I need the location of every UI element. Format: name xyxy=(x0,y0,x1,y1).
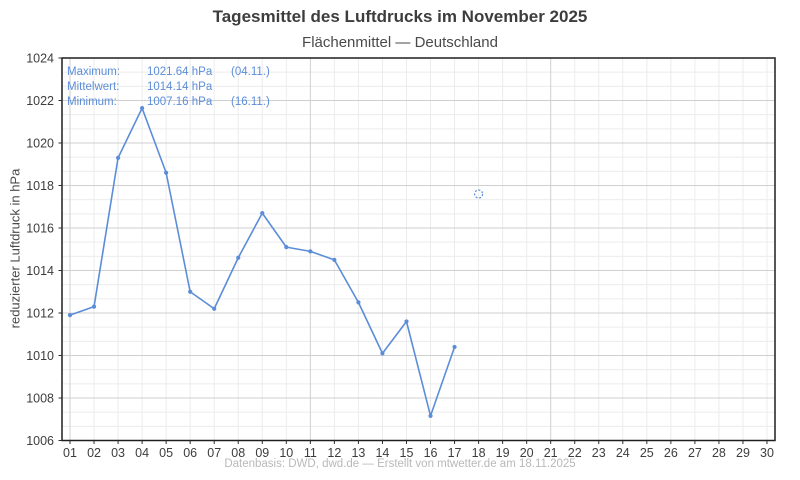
data-point-marker xyxy=(380,351,385,356)
chart-subtitle: Flächenmittel — Deutschland xyxy=(302,34,498,51)
stats-row-minimum: Minimum: 1007.16 hPa (16.11.) xyxy=(67,95,270,110)
x-tick-label: 08 xyxy=(231,446,245,460)
chart-title: Tagesmittel des Luftdrucks im November 2… xyxy=(212,7,588,26)
x-tick-label: 27 xyxy=(688,446,702,460)
stats-label: Minimum: xyxy=(67,96,117,108)
x-tick-label: 11 xyxy=(304,446,317,460)
data-point-marker xyxy=(452,344,457,350)
data-point-marker xyxy=(236,255,241,260)
x-tick-label: 06 xyxy=(183,446,197,460)
data-point-marker xyxy=(428,413,433,418)
stats-row-maximum: Maximum: 1021.64 hPa (04.11.) xyxy=(67,65,270,80)
x-tick-label: 12 xyxy=(327,446,341,460)
data-point-marker xyxy=(91,304,97,309)
axis-ticks xyxy=(58,57,768,444)
x-tick-label: 13 xyxy=(351,446,365,460)
x-tick-label: 22 xyxy=(568,446,582,460)
data-point-marker xyxy=(332,257,337,262)
stats-value: 1021.64 hPa xyxy=(147,66,213,78)
x-tick-label: 29 xyxy=(736,446,750,460)
y-tick-label: 1024 xyxy=(26,52,54,66)
y-tick-label: 1016 xyxy=(26,222,54,236)
preliminary-point-marker xyxy=(473,189,484,199)
data-point-marker xyxy=(67,313,73,318)
x-tick-label: 03 xyxy=(111,446,125,460)
stats-box: Maximum: 1021.64 hPa (04.11.) Mittelwert… xyxy=(67,65,270,110)
x-tick-label: 16 xyxy=(424,446,438,460)
y-tick-label: 1008 xyxy=(26,392,54,406)
x-tick-label: 24 xyxy=(616,446,630,460)
stats-date: (16.11.) xyxy=(231,96,270,108)
x-tick-label: 19 xyxy=(496,446,510,460)
data-point-marker xyxy=(284,245,289,250)
stats-label: Maximum: xyxy=(67,66,121,78)
y-tick-label: 1006 xyxy=(26,434,54,448)
data-point-marker xyxy=(308,249,313,254)
stats-row-mean: Mittelwert: 1014.14 hPa xyxy=(67,80,270,95)
y-tick-label: 1020 xyxy=(26,137,54,151)
x-tick-label: 02 xyxy=(87,446,101,460)
stats-value: 1007.16 hPa xyxy=(147,96,213,108)
data-point-marker xyxy=(188,289,193,294)
x-tick-label: 09 xyxy=(255,446,269,460)
x-tick-label: 10 xyxy=(279,446,293,460)
x-tick-labels: 01 02 03 04 05 06 07 08 09 10 11 12 13 14 15 16 17 18 19 20… xyxy=(63,446,774,460)
footer-credit: Datenbasis: DWD, dwd.de — Erstellt von m… xyxy=(224,458,576,470)
x-tick-label: 30 xyxy=(760,446,774,460)
data-point-marker xyxy=(164,170,169,175)
stats-value: 1014.14 hPa xyxy=(147,81,213,93)
y-tick-labels: 1006 1008 1010 1012 1014 1016 1018 1020 1022 1024 xyxy=(26,52,54,449)
x-tick-label: 18 xyxy=(472,446,486,460)
x-tick-label: 25 xyxy=(640,446,654,460)
data-point-marker xyxy=(260,211,265,216)
x-tick-label: 20 xyxy=(520,446,534,460)
data-point-marker xyxy=(212,306,217,311)
y-tick-label: 1014 xyxy=(26,264,54,278)
data-point-marker xyxy=(140,106,145,111)
x-tick-label: 21 xyxy=(544,446,558,460)
x-tick-label: 15 xyxy=(400,446,414,460)
y-tick-label: 1018 xyxy=(26,179,54,193)
x-tick-label: 23 xyxy=(592,446,606,460)
x-tick-label: 14 xyxy=(375,446,389,460)
data-point-marker xyxy=(404,319,409,324)
x-tick-label: 01 xyxy=(63,446,77,460)
stats-label: Mittelwert: xyxy=(67,81,120,93)
y-tick-label: 1022 xyxy=(26,94,54,108)
x-tick-label: 07 xyxy=(207,446,221,460)
x-tick-label: 17 xyxy=(448,446,462,460)
data-point-marker xyxy=(115,155,121,160)
plot-border xyxy=(61,57,776,442)
stats-date: (04.11.) xyxy=(231,66,270,78)
x-tick-label: 04 xyxy=(135,446,149,460)
x-tick-label: 26 xyxy=(664,446,678,460)
x-tick-label: 28 xyxy=(712,446,726,460)
x-tick-label: 05 xyxy=(159,446,173,460)
y-tick-label: 1012 xyxy=(26,307,54,321)
y-tick-label: 1010 xyxy=(26,349,54,363)
data-point-markers xyxy=(67,106,457,418)
data-point-marker xyxy=(356,300,361,305)
gridlines-minor xyxy=(62,58,775,441)
gridlines-major xyxy=(62,57,775,441)
